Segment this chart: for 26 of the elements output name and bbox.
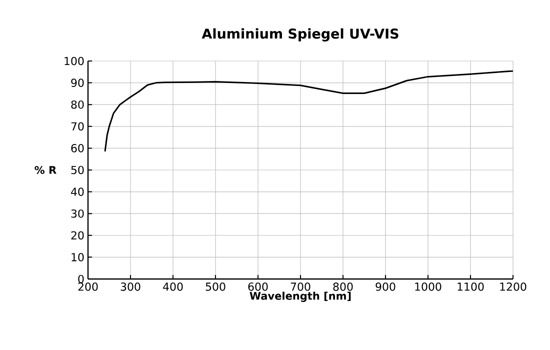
y-tick-label: 50 — [71, 166, 84, 174]
line-series — [104, 70, 513, 152]
x-tick-label: 1000 — [415, 282, 442, 291]
x-tick-label: 600 — [248, 282, 268, 291]
x-tick-label: 800 — [333, 282, 353, 291]
y-tick-label: 30 — [71, 209, 84, 218]
x-tick-label: 500 — [206, 282, 226, 291]
y-tick-label: 70 — [71, 122, 84, 131]
y-tick-label: 60 — [71, 144, 84, 152]
x-tick-label: 1100 — [458, 282, 484, 291]
x-tick-label: 1200 — [500, 282, 526, 291]
y-tick-label: 100 — [64, 56, 84, 66]
y-tick-label: 10 — [72, 253, 84, 262]
y-tick-label: 40 — [71, 188, 84, 196]
x-tick-label: 900 — [376, 282, 396, 291]
y-tick-label: 90 — [71, 78, 84, 87]
y-tick-label: 80 — [71, 100, 84, 109]
x-axis-title: Wavelength [nm] — [250, 292, 351, 302]
y-axis-title: % R — [34, 166, 56, 174]
chart-title: Aluminium Spiegel UV-VIS — [202, 28, 398, 42]
x-tick-label: 400 — [163, 282, 183, 291]
x-tick-label: 700 — [290, 282, 310, 291]
y-tick-label: 0 — [78, 274, 84, 284]
y-tick-label: 20 — [71, 231, 84, 240]
x-tick-label: 300 — [120, 282, 140, 291]
x-tick-label: 200 — [78, 282, 98, 291]
